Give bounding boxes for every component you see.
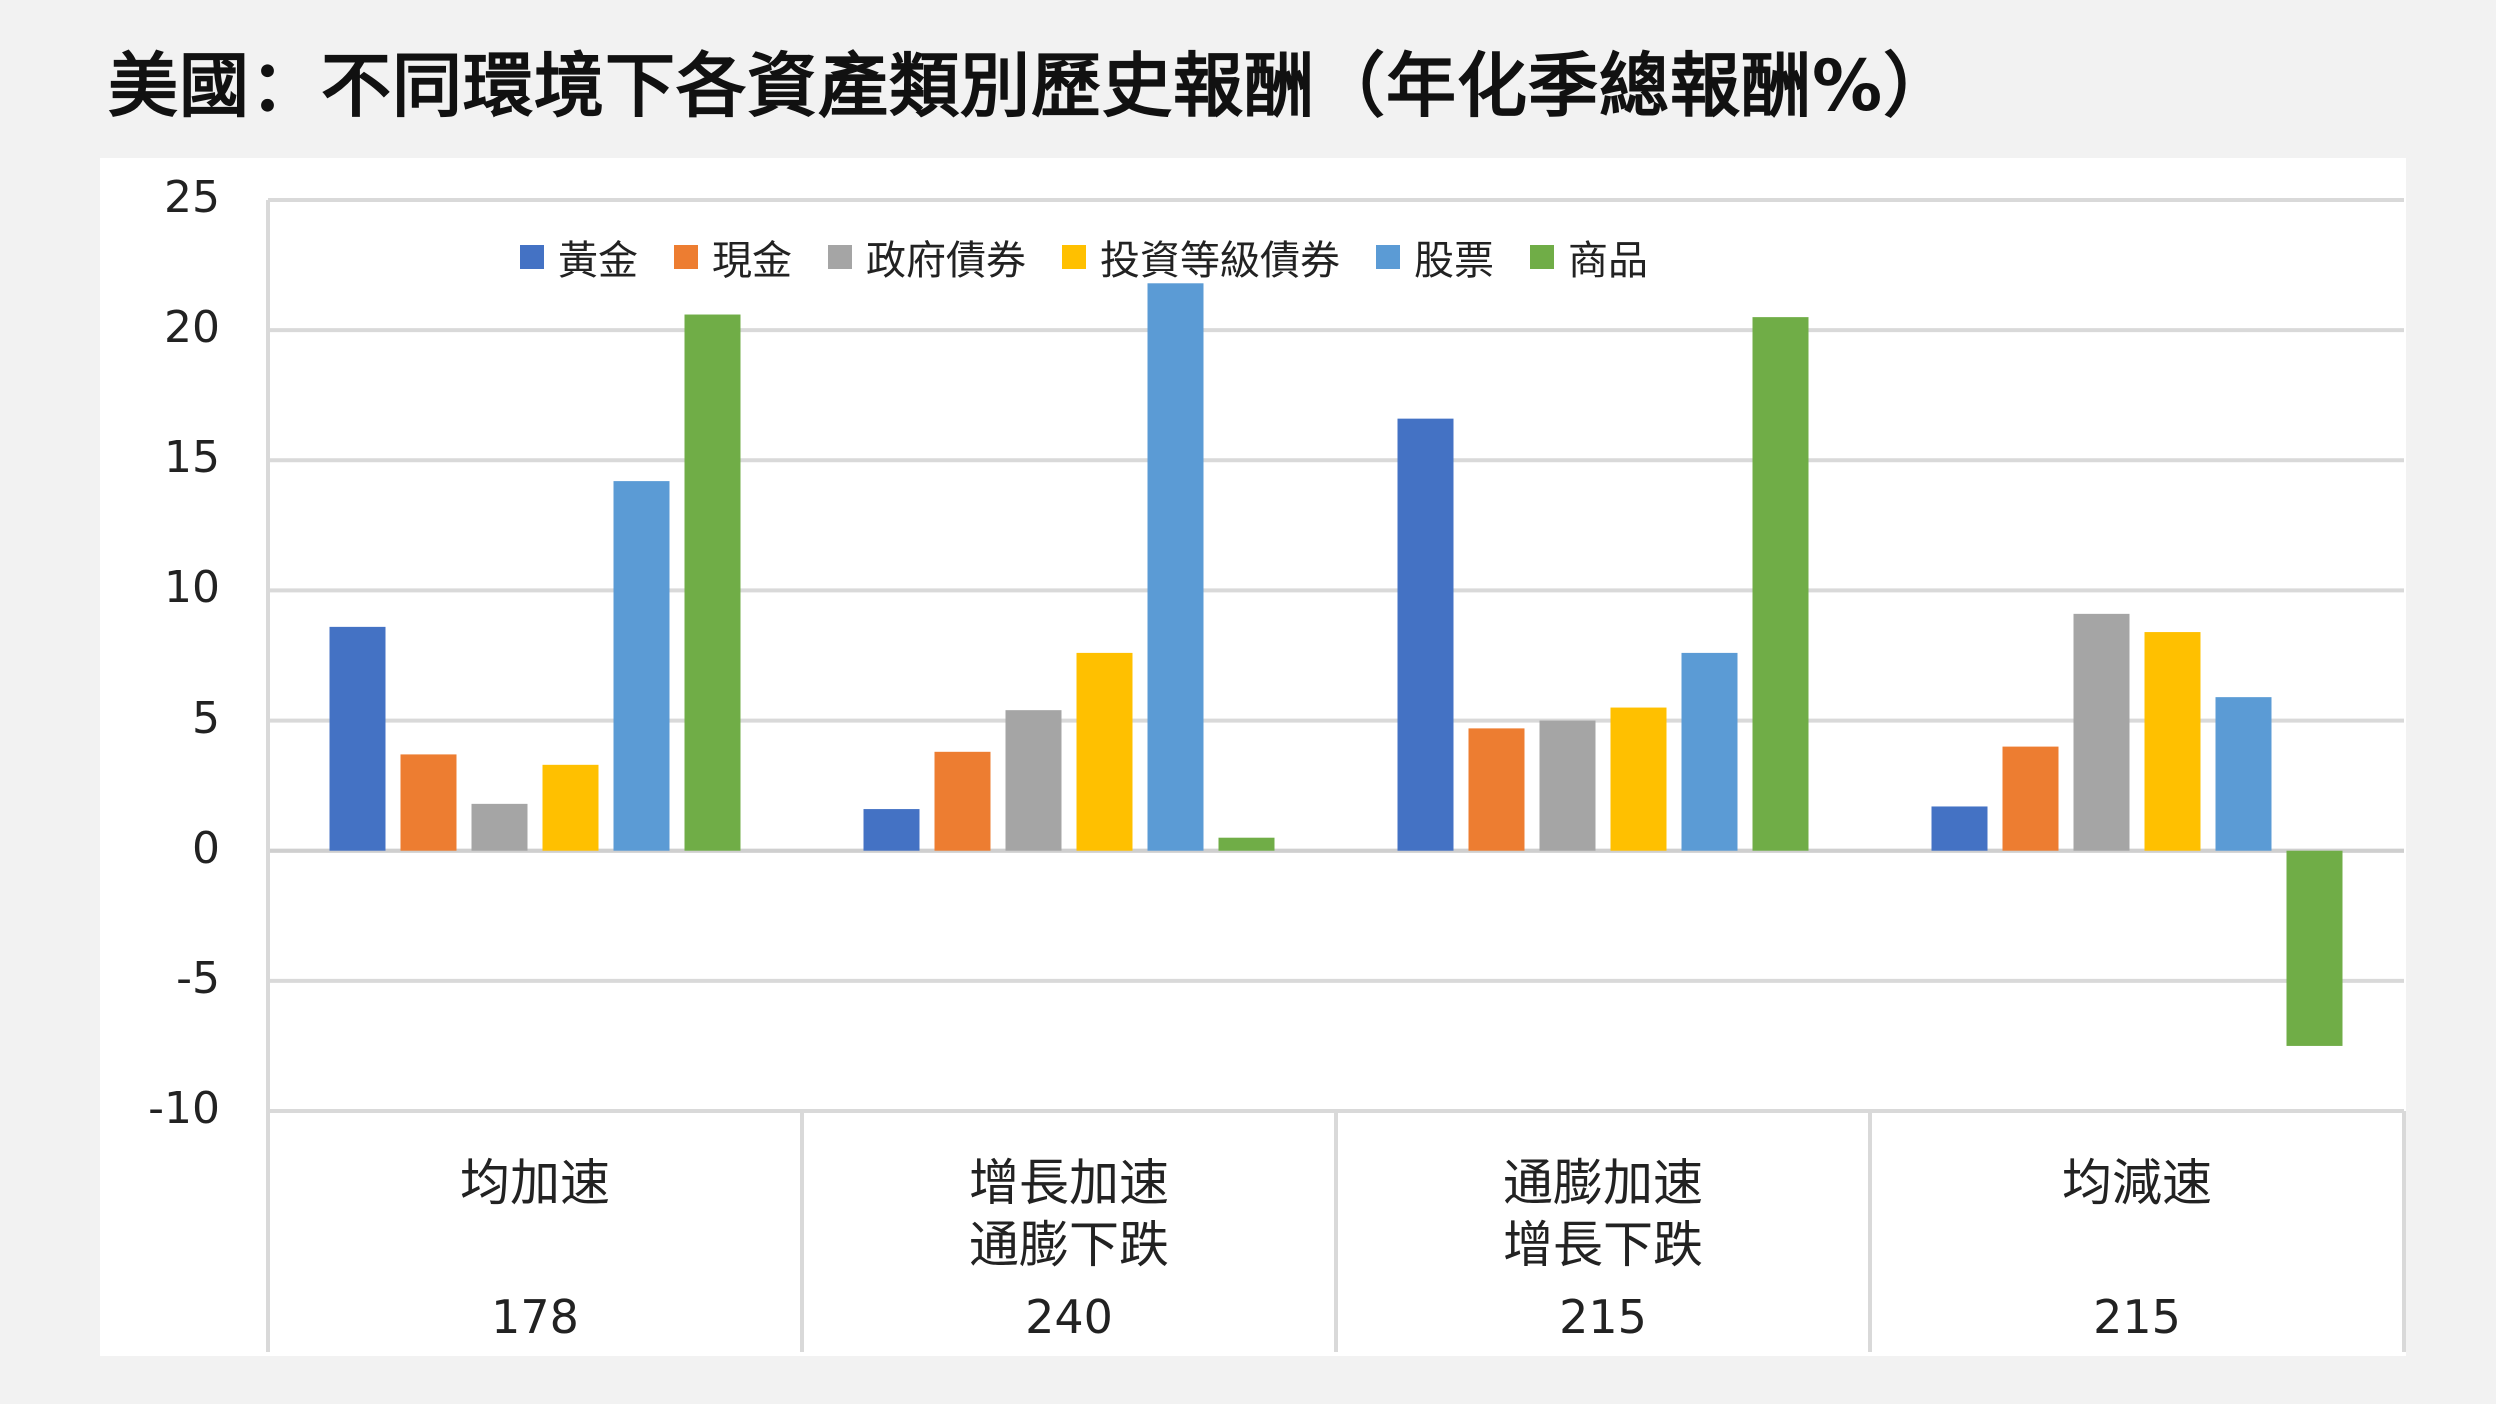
bar-6-2 xyxy=(1218,837,1275,851)
y-tick-label: 20 xyxy=(164,302,220,354)
category-count: 215 xyxy=(1559,1290,1647,1344)
category-label-line1: 增長加速 xyxy=(969,1154,1169,1212)
bar-1-4 xyxy=(1931,806,1988,851)
y-tick-label: 5 xyxy=(192,692,220,744)
page-title: 美國：不同環境下各資產類別歷史報酬（年化季總報酬%） xyxy=(108,45,1955,127)
y-tick-label: -10 xyxy=(148,1083,220,1134)
bar-3-1 xyxy=(471,803,528,851)
legend-label: 商品 xyxy=(1568,238,1648,284)
category-label-line1: 均加速 xyxy=(460,1154,610,1212)
bar-2-4 xyxy=(2002,746,2059,851)
bar-3-2 xyxy=(1005,710,1062,851)
legend-label: 股票 xyxy=(1414,238,1494,284)
category-count: 240 xyxy=(1025,1290,1113,1344)
bar-2-3 xyxy=(1468,728,1525,851)
legend-item: 商品 xyxy=(1530,228,1648,286)
category-label-line2: 增長下跌 xyxy=(1503,1216,1703,1274)
legend-label: 黃金 xyxy=(558,238,638,284)
bar-1-1 xyxy=(329,626,386,851)
bar-4-2 xyxy=(1076,652,1133,851)
category-label: 均減速 xyxy=(1872,1152,2402,1214)
category-count: 178 xyxy=(491,1290,579,1344)
bar-6-4 xyxy=(2286,850,2343,1046)
category-label: 均加速 xyxy=(270,1152,800,1214)
y-tick-label: 0 xyxy=(192,822,220,874)
legend-swatch xyxy=(1062,245,1086,269)
bar-5-2 xyxy=(1147,283,1204,851)
legend-item: 現金 xyxy=(674,228,792,286)
bar-4-3 xyxy=(1610,707,1667,851)
y-tick-label: 15 xyxy=(164,432,220,484)
bar-6-3 xyxy=(1752,317,1809,851)
bar-3-3 xyxy=(1539,720,1596,851)
bar-4-1 xyxy=(542,764,599,851)
bar-2-2 xyxy=(934,751,991,851)
legend-item: 黃金 xyxy=(520,228,638,286)
bar-3-4 xyxy=(2073,613,2130,851)
legend-label: 政府債券 xyxy=(866,238,1026,284)
category-label-line1: 均減速 xyxy=(2062,1154,2212,1212)
chart-legend: 黃金 現金 政府債券 投資等級債券 股票 商品 xyxy=(520,228,1684,286)
legend-swatch xyxy=(520,245,544,269)
y-tick-label: 10 xyxy=(164,562,220,614)
legend-swatch xyxy=(1376,245,1400,269)
y-tick-label: -5 xyxy=(176,952,220,1004)
bar-4-4 xyxy=(2144,632,2201,851)
bar-5-1 xyxy=(613,481,670,851)
category-label: 通膨加速 增長下跌 xyxy=(1338,1152,1868,1276)
legend-item: 股票 xyxy=(1376,228,1494,286)
legend-swatch xyxy=(828,245,852,269)
bar-5-3 xyxy=(1681,652,1738,851)
bar-5-4 xyxy=(2215,697,2272,851)
category-label-line1: 通膨加速 xyxy=(1503,1154,1703,1212)
bar-2-1 xyxy=(400,754,457,851)
legend-label: 現金 xyxy=(712,238,792,284)
legend-swatch xyxy=(674,245,698,269)
bar-1-2 xyxy=(863,809,920,851)
category-label-line2: 通膨下跌 xyxy=(969,1216,1169,1274)
legend-label: 投資等級債券 xyxy=(1100,238,1340,284)
legend-item: 投資等級債券 xyxy=(1062,228,1340,286)
bar-1-3 xyxy=(1397,418,1454,851)
category-count: 215 xyxy=(2093,1290,2181,1344)
bar-6-1 xyxy=(684,314,741,851)
legend-item: 政府債券 xyxy=(828,228,1026,286)
category-label: 增長加速 通膨下跌 xyxy=(804,1152,1334,1276)
y-tick-label: 25 xyxy=(164,172,220,223)
legend-swatch xyxy=(1530,245,1554,269)
